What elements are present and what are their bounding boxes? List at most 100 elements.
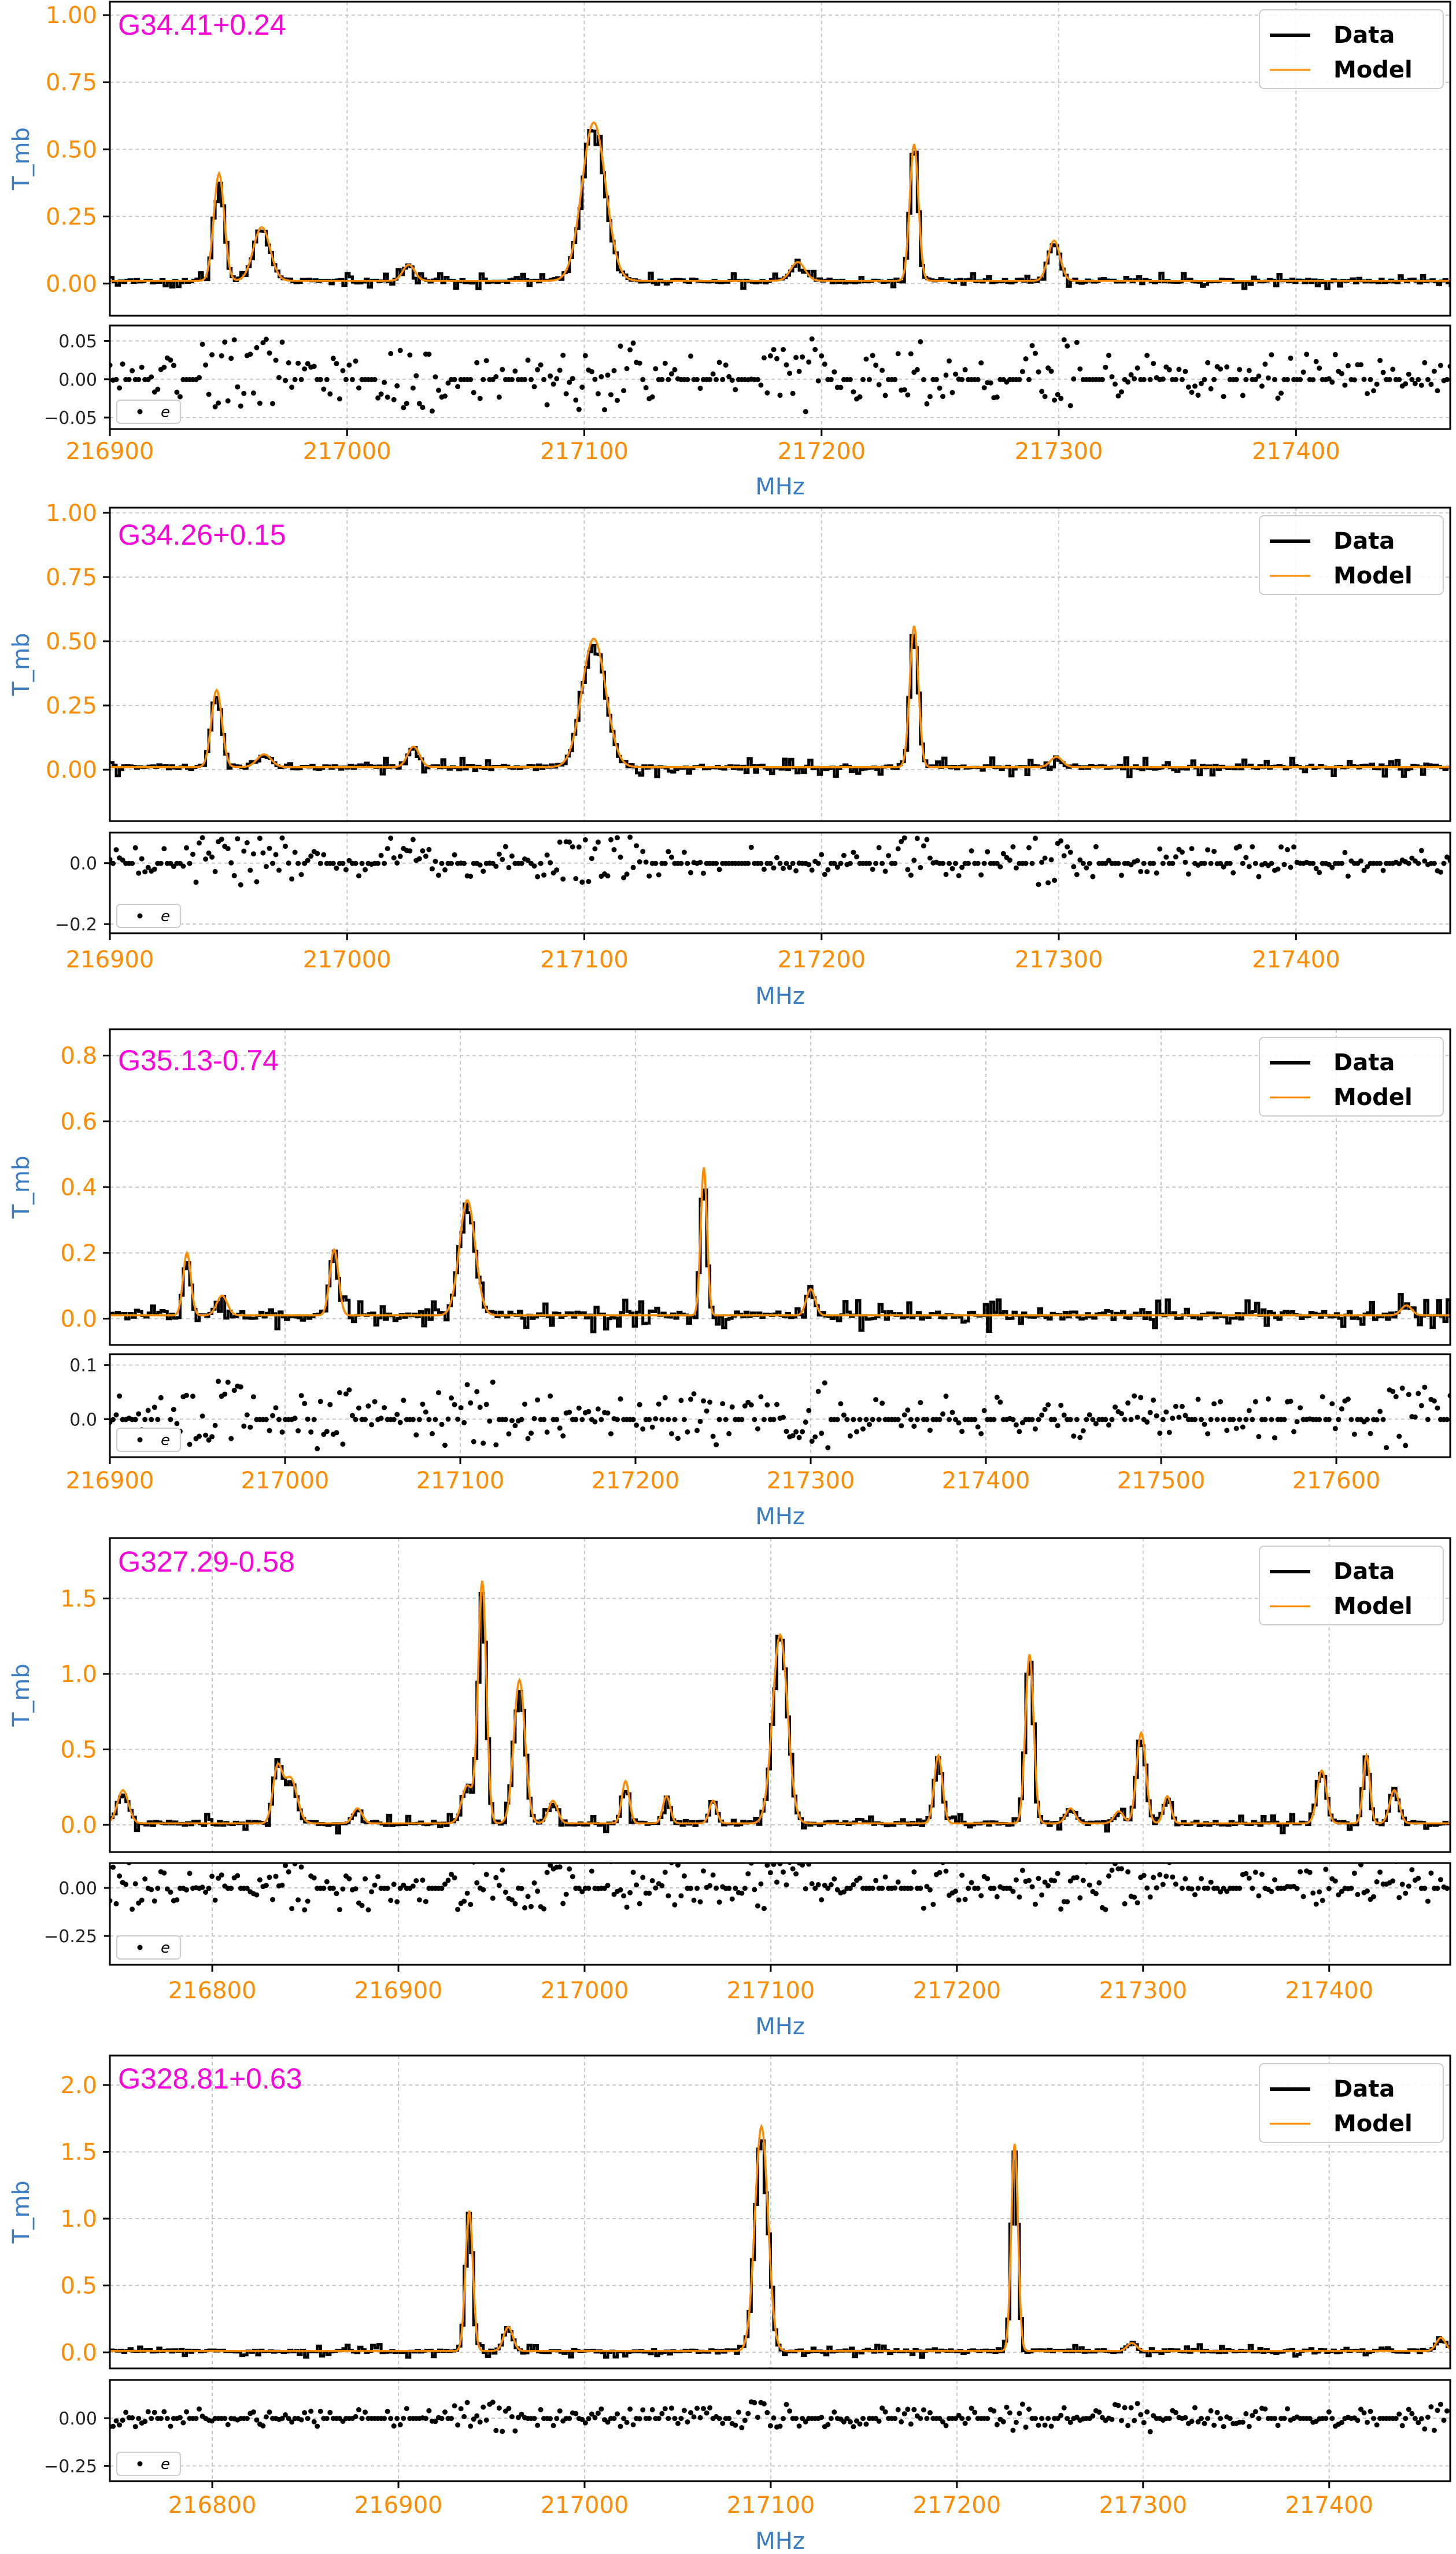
residual-point [311,2419,317,2424]
residual-point [567,2416,572,2422]
residual-point [796,2423,802,2429]
residual-point [764,1863,770,1868]
residual-point [1214,1417,1220,1422]
residual-point [330,356,336,361]
residual-point [1039,1412,1045,1418]
residual-point [563,391,569,397]
residual-point [1141,860,1147,866]
residual-point [199,1884,205,1890]
residual-point [483,1402,489,1407]
residual-point [924,401,930,406]
residual-point [1403,381,1409,387]
residual-point [442,867,448,873]
residual-point [672,1417,678,1422]
residual-point [675,1863,681,1868]
residual-point [1202,2420,1207,2426]
residual-point [401,2416,407,2421]
residual-point [199,1413,205,1419]
residual-point [289,385,295,390]
residual-point [477,396,483,401]
residual-point [490,2400,496,2405]
residual-point [538,2407,544,2412]
residual-point [1096,1880,1102,1886]
residual-point [385,846,390,852]
residual-point [867,860,872,866]
residual-point [139,1897,145,1903]
residual-point [1138,2412,1144,2418]
residual-point [576,844,582,850]
residual-point [809,867,815,873]
residual-point [803,1420,808,1425]
residual-point [1259,383,1265,389]
residual-point [873,860,879,866]
residual-point [315,851,320,856]
residual-point [924,837,930,842]
residual-point [283,2412,288,2418]
residual-point [790,1866,796,1872]
residual-point [1435,1886,1440,1891]
residual-point [426,847,432,852]
residual-point [1416,860,1421,866]
residual-point [860,376,866,382]
residual-point [899,2419,904,2424]
residual-point [442,1443,448,1448]
residual-point [927,394,933,400]
residual-point [130,368,135,374]
residual-point [311,1417,317,1422]
residual-point [918,1886,923,1891]
residual-point [388,1898,394,1904]
residual-point [279,835,285,841]
residual-point [1371,388,1376,394]
residual-point [646,2416,652,2422]
residual-point [1256,1434,1262,1439]
x-tick-label: 217200 [912,2492,1001,2519]
residual-point [1160,860,1166,866]
residual-point [895,846,901,852]
residual-point [825,1445,831,1451]
residual-point [1310,1890,1316,1896]
residual-point [493,2427,499,2433]
residual-point [921,377,926,382]
residual-point [1285,847,1290,852]
residual-point [800,354,805,360]
residual-point [426,352,432,357]
residual-point [985,849,991,855]
residual-point [851,2424,856,2430]
residual-point [729,1404,735,1410]
residual-point [1000,851,1006,856]
residual-point [1135,1900,1140,1906]
residual-point [876,845,882,851]
residual-point [1189,1886,1195,1892]
residual-point [483,2418,489,2423]
residual-point [493,1442,499,1448]
residual-point [557,1425,563,1431]
legend-box [1259,515,1444,595]
residual-point [1036,1876,1041,1882]
residual-point [382,2416,387,2422]
residual-point [324,376,330,382]
residual-point [602,407,607,413]
residual-point [1176,1414,1182,1420]
residual-point [784,1882,789,1888]
residual-point [363,867,368,873]
residual-point [1138,1395,1144,1400]
residual-point [1074,1875,1080,1880]
residual-point [206,1886,212,1891]
residual-point [895,2407,901,2412]
residual-point [327,391,333,397]
residual-point [228,356,234,361]
residual-point [113,847,119,853]
residual-point [168,2423,173,2429]
residual-point [1144,353,1150,358]
residual-point [1132,376,1137,382]
residual-point [298,376,304,382]
residual-point [918,864,923,870]
residual-point [1339,371,1344,376]
residual-point [1147,2429,1153,2434]
x-tick-label: 217000 [241,1468,330,1494]
residual-point [806,862,812,867]
residual-point [531,384,537,390]
residual-point [598,2406,604,2412]
residual-point [295,360,301,366]
